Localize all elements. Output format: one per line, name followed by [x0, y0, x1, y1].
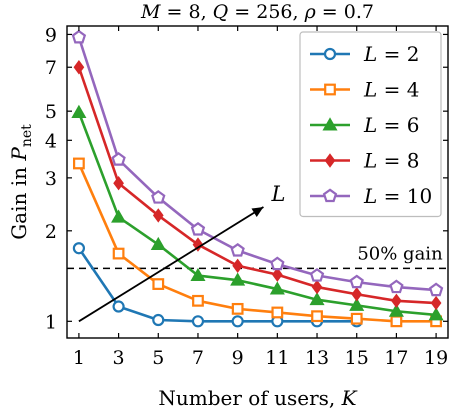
- data-point-s1-3: [152, 313, 165, 327]
- legend-label-4: L = 8: [363, 149, 419, 173]
- data-point-s3-3: [150, 236, 166, 251]
- legend-label-2: L = 4: [363, 78, 419, 102]
- x-tick-label-7: 13: [305, 347, 329, 369]
- legend-label-3: L = 6: [363, 113, 419, 137]
- data-point-s4-6: [271, 267, 283, 282]
- arrow-label: L: [270, 182, 285, 206]
- data-point-s5-10: [428, 282, 444, 297]
- legend-marker-1: [323, 47, 337, 61]
- data-point-s1-5: [231, 315, 244, 328]
- data-point-s4-2: [113, 175, 124, 191]
- data-point-s4-1: [73, 60, 85, 75]
- data-point-s5-4: [190, 221, 206, 236]
- data-point-s1-2: [112, 300, 125, 313]
- data-point-s2-3: [152, 278, 165, 290]
- y-tick-label-3: 3: [45, 168, 57, 190]
- y-tick-label-2: 2: [45, 221, 57, 243]
- legend-marker-3: [322, 117, 338, 131]
- data-point-s4-3: [152, 208, 164, 223]
- data-point-s2-7: [311, 310, 323, 323]
- data-point-s5-5: [230, 242, 245, 257]
- data-point-s5-9: [389, 279, 404, 294]
- data-point-s3-8: [349, 297, 365, 311]
- data-point-s3-2: [111, 209, 127, 223]
- data-point-s2-5: [231, 302, 244, 315]
- arrow-line: [78, 206, 264, 323]
- data-point-s5-3: [151, 190, 166, 204]
- legend-label-1: L = 2: [363, 42, 419, 66]
- data-point-s4-10: [430, 295, 442, 311]
- legend-marker-4: [324, 153, 336, 168]
- axes-frame: [66, 25, 449, 339]
- series-line-2: [77, 162, 437, 323]
- legend-box: [299, 31, 442, 218]
- x-tick-label-5: 9: [232, 347, 244, 369]
- y-tick-label-4: 4: [45, 130, 57, 152]
- series-line-1: [77, 247, 357, 323]
- series-line-3: [77, 112, 437, 317]
- data-point-s5-6: [270, 256, 285, 271]
- legend-marker-5: [322, 188, 338, 203]
- data-point-s2-4: [192, 294, 204, 307]
- data-point-s4-4: [192, 237, 204, 252]
- legend-marker-2: [324, 83, 336, 96]
- series-line-5: [77, 36, 437, 292]
- data-point-s4-9: [391, 293, 402, 309]
- data-point-s5-1: [71, 29, 87, 44]
- x-tick-label-6: 11: [265, 347, 289, 369]
- data-point-s2-1: [73, 157, 85, 170]
- arrow-head: [251, 207, 264, 218]
- data-point-s4-7: [311, 279, 323, 295]
- data-point-s1-4: [191, 315, 205, 328]
- x-tick-label-1: 1: [73, 347, 85, 369]
- data-point-s5-7: [309, 267, 325, 282]
- threshold-label: 50% gain: [357, 243, 443, 264]
- data-point-s3-6: [269, 281, 285, 295]
- data-point-s5-2: [111, 152, 126, 166]
- y-tick-label-1: 1: [45, 311, 57, 333]
- y-axis-title: Gain in Pnet​: [7, 124, 35, 240]
- x-tick-label-4: 7: [192, 347, 204, 369]
- x-tick-label-9: 17: [384, 347, 408, 369]
- series-line-4: [77, 66, 437, 305]
- data-point-s3-1: [71, 104, 87, 118]
- x-tick-label-8: 15: [345, 347, 369, 369]
- data-point-s5-8: [349, 274, 364, 289]
- data-point-s3-5: [230, 272, 246, 286]
- data-point-s3-7: [309, 291, 325, 306]
- chart-title: M = 8, Q = 256, ρ = 0.7: [140, 1, 374, 23]
- legend: L = 2 L = 4 L = 6 L = 8 L = 10: [299, 31, 442, 218]
- data-point-s3-4: [190, 267, 206, 282]
- y-tick-label-6: 7: [45, 57, 57, 79]
- x-tick-label-3: 5: [152, 347, 164, 369]
- data-point-s1-1: [72, 242, 86, 255]
- x-axis-title: Number of users, K: [158, 386, 357, 410]
- data-point-s3-10: [428, 307, 444, 321]
- data-point-s4-8: [351, 287, 363, 302]
- data-point-s3-9: [388, 303, 404, 317]
- data-point-s2-6: [271, 306, 284, 319]
- data-point-s2-8: [350, 312, 363, 325]
- data-point-s2-2: [112, 247, 125, 260]
- legend-label-5: L = 10: [363, 184, 432, 208]
- y-tick-label-7: 9: [45, 24, 57, 46]
- y-tick-label-5: 5: [45, 101, 57, 123]
- data-point-s4-5: [232, 258, 244, 273]
- x-tick-label-2: 3: [113, 347, 125, 369]
- x-tick-label-10: 19: [424, 347, 448, 369]
- data-point-s2-9: [390, 315, 403, 328]
